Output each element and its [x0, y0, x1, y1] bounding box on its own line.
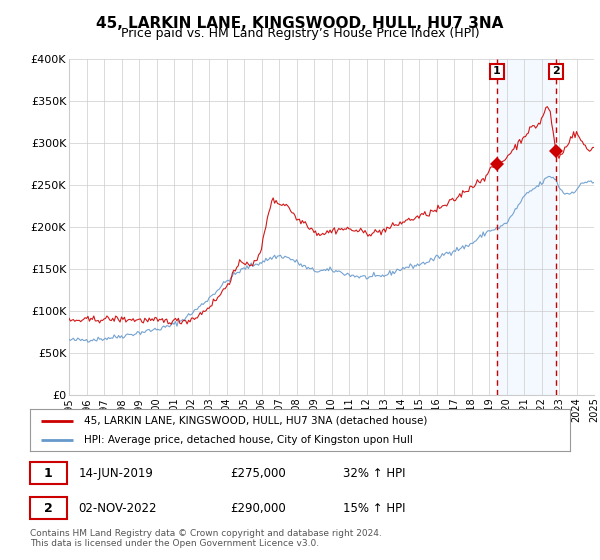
Text: 14-JUN-2019: 14-JUN-2019 — [79, 466, 154, 480]
Text: This data is licensed under the Open Government Licence v3.0.: This data is licensed under the Open Gov… — [30, 539, 319, 548]
Text: £275,000: £275,000 — [230, 466, 286, 480]
Text: 1: 1 — [44, 466, 53, 480]
Text: £290,000: £290,000 — [230, 502, 286, 515]
Text: Price paid vs. HM Land Registry’s House Price Index (HPI): Price paid vs. HM Land Registry’s House … — [121, 27, 479, 40]
FancyBboxPatch shape — [30, 462, 67, 484]
Text: 45, LARKIN LANE, KINGSWOOD, HULL, HU7 3NA (detached house): 45, LARKIN LANE, KINGSWOOD, HULL, HU7 3N… — [84, 416, 427, 426]
FancyBboxPatch shape — [30, 497, 67, 520]
Text: 2: 2 — [552, 67, 560, 76]
Text: Contains HM Land Registry data © Crown copyright and database right 2024.: Contains HM Land Registry data © Crown c… — [30, 529, 382, 538]
Text: 32% ↑ HPI: 32% ↑ HPI — [343, 466, 406, 480]
Text: 02-NOV-2022: 02-NOV-2022 — [79, 502, 157, 515]
Text: 15% ↑ HPI: 15% ↑ HPI — [343, 502, 406, 515]
Text: 2: 2 — [44, 502, 53, 515]
Bar — [497, 59, 556, 395]
Text: HPI: Average price, detached house, City of Kingston upon Hull: HPI: Average price, detached house, City… — [84, 435, 413, 445]
Text: 45, LARKIN LANE, KINGSWOOD, HULL, HU7 3NA: 45, LARKIN LANE, KINGSWOOD, HULL, HU7 3N… — [97, 16, 503, 31]
Text: 1: 1 — [493, 67, 501, 76]
